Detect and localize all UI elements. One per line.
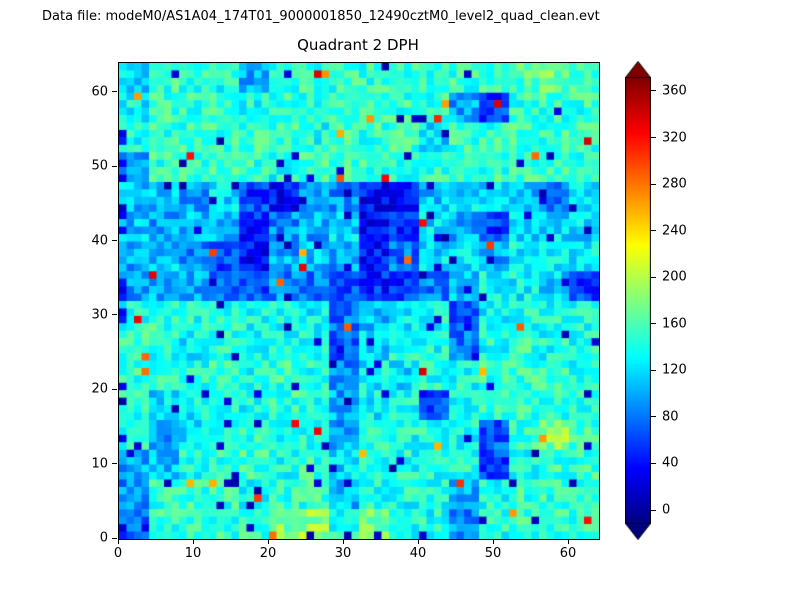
colorbar-canvas (625, 61, 651, 540)
y-tick-label: 10 (91, 456, 108, 472)
y-tick-label: 60 (91, 84, 108, 100)
colorbar-tick-label: 0 (662, 502, 671, 518)
x-tick-label: 0 (113, 546, 123, 561)
colorbar-tick-label: 40 (662, 455, 679, 471)
y-tick-mark (112, 537, 117, 539)
y-tick-mark (112, 165, 117, 167)
y-tick-label: 40 (91, 233, 108, 248)
y-tick-mark (112, 314, 117, 316)
heatmap-canvas (118, 62, 600, 540)
x-tick-mark (192, 539, 194, 544)
datafile-label: Data file: modeM0/AS1A04_174T01_90000018… (42, 9, 600, 24)
colorbar-tick-mark (651, 462, 656, 464)
chart-title: Quadrant 2 DPH (297, 36, 419, 54)
y-tick-label: 30 (91, 307, 108, 323)
colorbar-tick-label: 240 (662, 223, 687, 239)
colorbar-tick-label: 160 (662, 316, 687, 332)
colorbar-tick-label: 280 (662, 176, 687, 192)
y-tick-label: 20 (91, 381, 108, 397)
colorbar-tick-mark (651, 276, 656, 278)
colorbar-tick-mark (651, 323, 656, 325)
colorbar-tick-mark (651, 369, 656, 371)
x-tick-label: 50 (484, 546, 502, 561)
x-tick-label: 40 (409, 546, 427, 561)
x-tick-mark (417, 539, 419, 544)
colorbar-tick-mark (651, 230, 656, 232)
colorbar-tick-label: 320 (662, 130, 687, 146)
colorbar-tick-mark (651, 416, 656, 418)
colorbar-tick-mark (651, 183, 656, 185)
x-tick-label: 20 (259, 546, 277, 561)
colorbar-tick-mark (651, 509, 656, 511)
colorbar-tick-label: 120 (662, 362, 687, 378)
x-tick-mark (267, 539, 269, 544)
colorbar-tick-label: 360 (662, 83, 687, 99)
colorbar-tick-label: 80 (662, 409, 679, 425)
y-tick-mark (112, 463, 117, 465)
colorbar-tick-mark (651, 90, 656, 92)
x-tick-label: 30 (334, 546, 352, 561)
y-tick-mark (112, 91, 117, 93)
colorbar-tick-mark (651, 137, 656, 139)
x-tick-mark (492, 539, 494, 544)
y-tick-label: 0 (99, 530, 108, 546)
x-tick-mark (342, 539, 344, 544)
x-tick-label: 10 (184, 546, 202, 561)
x-tick-mark (567, 539, 569, 544)
colorbar-tick-label: 200 (662, 269, 687, 285)
x-tick-mark (117, 539, 119, 544)
x-tick-label: 60 (559, 546, 577, 561)
y-tick-label: 50 (91, 158, 108, 174)
y-tick-mark (112, 388, 117, 390)
y-tick-mark (112, 240, 117, 241)
